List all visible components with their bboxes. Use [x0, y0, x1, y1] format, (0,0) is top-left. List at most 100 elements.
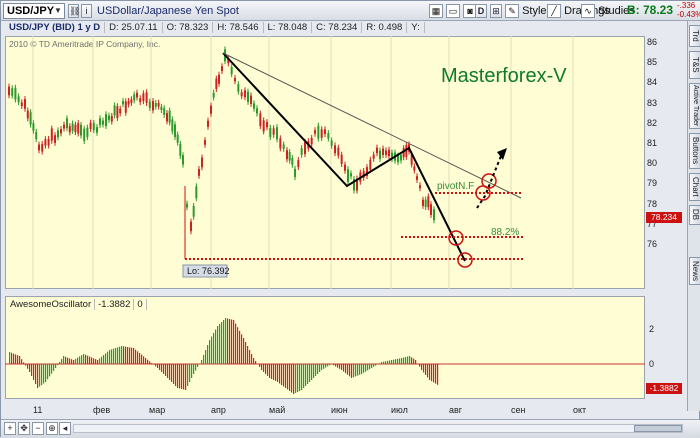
oscillator-bar — [173, 364, 174, 384]
candle-body — [373, 155, 375, 159]
candle-body — [111, 116, 113, 122]
oscillator-bar — [327, 364, 328, 366]
bottom-toolbar: + ✥ − ⊕ ◂ — [1, 419, 700, 438]
d-button[interactable]: D — [475, 4, 487, 18]
oscillator-bar — [77, 358, 78, 364]
style-menu[interactable]: ✎ Style — [505, 3, 547, 19]
oscillator-bar — [215, 330, 216, 365]
candle-body — [146, 92, 148, 103]
candle-body — [133, 94, 135, 100]
oscillator-bar — [365, 364, 366, 372]
time-axis-label: мар — [149, 405, 165, 415]
instrument-title: USDollar/Japanese Yen Spot — [97, 5, 239, 17]
oscillator-value: -1.3882 — [95, 299, 134, 310]
oscillator-bar — [257, 364, 258, 365]
oscillator-bar — [81, 355, 82, 364]
candle-body — [244, 90, 246, 97]
zoom-icon[interactable]: ⊞ — [490, 4, 502, 18]
oscillator-bar — [17, 355, 18, 364]
oscillator-bar — [73, 360, 74, 364]
candle-body — [294, 169, 296, 177]
oscillator-bar — [201, 360, 202, 364]
bid-price: B: 78.23 — [627, 3, 673, 17]
move-icon[interactable]: ✥ — [18, 422, 30, 435]
zoom-out-icon[interactable]: − — [32, 422, 44, 435]
tab-db[interactable]: DB — [689, 205, 700, 225]
oscillator-bar — [41, 364, 42, 385]
candle-body — [344, 165, 346, 171]
scroll-left-icon[interactable]: ◂ — [59, 422, 71, 435]
horizontal-scrollbar[interactable] — [73, 424, 683, 433]
add-icon[interactable]: + — [4, 422, 16, 435]
tab-time-and-sales[interactable]: T&S — [689, 51, 700, 79]
candle-body — [18, 96, 20, 102]
oscillator-bar — [341, 364, 342, 370]
oscillator-name[interactable]: AwesomeOscillator — [7, 299, 95, 310]
oscillator-bar — [217, 326, 218, 364]
candle-body — [114, 105, 116, 115]
oscillator-bar — [23, 362, 24, 364]
oscillator-bar — [111, 349, 112, 364]
candle-body — [250, 96, 252, 104]
chevron-down-icon[interactable]: ▼ — [53, 5, 63, 17]
tab-active-trader[interactable]: Active Trader — [689, 83, 700, 129]
candle-body — [286, 150, 288, 159]
candle-body — [38, 144, 40, 150]
candle-body — [51, 129, 53, 141]
oscillator-bar — [79, 356, 80, 364]
candle-body — [433, 209, 435, 220]
oscillator-bar — [395, 359, 396, 364]
time-axis-label: сен — [511, 405, 525, 415]
tab-chart[interactable]: Chart — [689, 173, 700, 201]
oscillator-bar — [151, 363, 152, 364]
oscillator-bar — [397, 359, 398, 364]
layout-icon[interactable]: ▭ — [446, 4, 460, 18]
grid-icon[interactable]: ▦ — [429, 4, 443, 18]
oscillator-bar — [147, 360, 148, 364]
candle-body — [44, 139, 46, 145]
oscillator-bar — [255, 361, 256, 364]
zoom-in-icon[interactable]: ⊕ — [46, 422, 58, 435]
studies-icon: ∿ — [581, 4, 595, 18]
symbol-selector[interactable]: USD/JPY ▼ — [3, 3, 65, 19]
oscillator-bar — [299, 364, 300, 391]
oscillator-bar — [165, 364, 166, 376]
tab-news[interactable]: News — [689, 257, 700, 285]
chart-symbol-desc[interactable]: USD/JPY (BID) 1 y D — [5, 22, 105, 33]
chart-range: R: 0.498 — [362, 22, 407, 33]
candle-body — [182, 155, 184, 164]
candle-body — [54, 135, 56, 143]
candle-body — [48, 139, 50, 146]
current-price-marker: 78.234 — [646, 212, 682, 223]
link-icon[interactable]: ⛓ — [68, 4, 79, 18]
candle-body — [385, 150, 387, 154]
candle-body — [125, 101, 127, 112]
info-icon[interactable]: i — [81, 4, 92, 18]
oscillator-bar — [135, 350, 136, 364]
candle-body — [337, 148, 339, 156]
candle-body — [321, 129, 323, 137]
candle-body — [149, 102, 151, 108]
oscillator-bar — [387, 361, 388, 364]
oscillator-bar — [371, 364, 372, 368]
tab-trd[interactable]: Trd — [689, 25, 700, 47]
candle-body — [201, 158, 203, 168]
candle-body — [83, 129, 85, 141]
oscillator-bar — [189, 364, 190, 382]
candle-body — [388, 150, 390, 156]
chart-high: H: 78.546 — [213, 22, 263, 33]
toolbar-icons: ▦ ▭ ◙ — [429, 3, 477, 19]
oscillator-bar — [279, 364, 280, 384]
oscillator-bar — [345, 364, 346, 373]
oscillator-bar — [271, 364, 272, 379]
oscillator-bar — [413, 359, 414, 364]
scrollbar-thumb[interactable] — [634, 425, 682, 432]
oscillator-svg[interactable] — [5, 296, 645, 399]
tab-buttons[interactable]: Buttons — [689, 133, 700, 169]
candle-body — [41, 144, 43, 151]
oscillator-bar — [59, 362, 60, 364]
oscillator-bar — [229, 319, 230, 364]
oscillator-bar — [71, 359, 72, 364]
